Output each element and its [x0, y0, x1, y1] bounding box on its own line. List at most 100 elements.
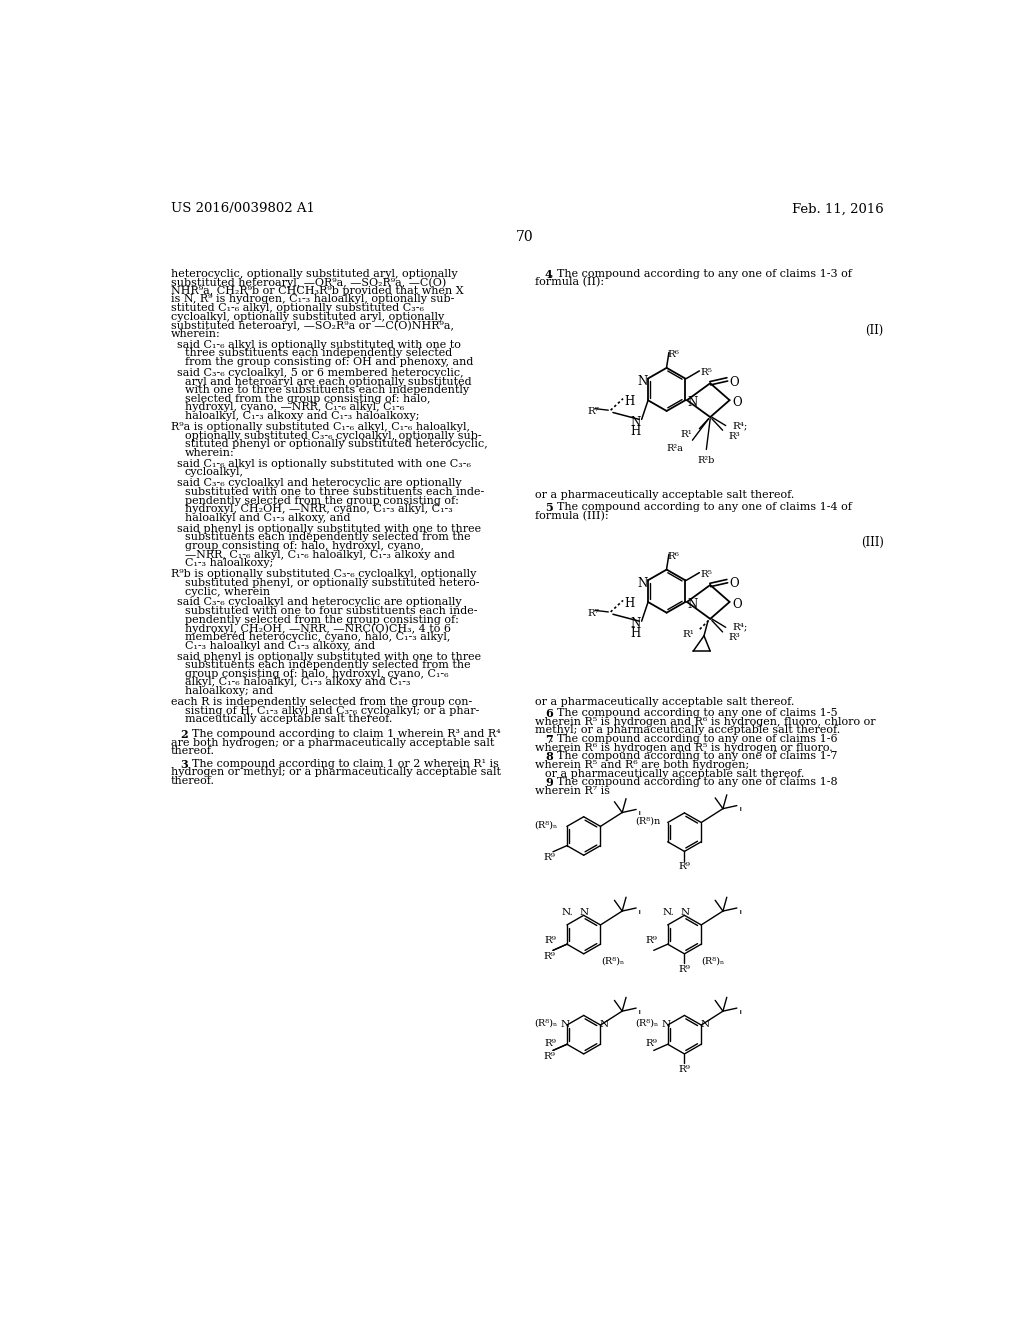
Text: wherein R⁶ is hydrogen and R⁵ is hydrogen or fluoro.: wherein R⁶ is hydrogen and R⁵ is hydroge… — [535, 743, 833, 752]
Text: cycloalkyl,: cycloalkyl, — [184, 467, 244, 478]
Text: R⁹: R⁹ — [646, 1039, 657, 1048]
Text: . The compound according to any one of claims 1-7: . The compound according to any one of c… — [550, 751, 837, 762]
Text: 4: 4 — [545, 268, 553, 280]
Text: R⁶: R⁶ — [668, 350, 679, 359]
Text: R⁶: R⁶ — [668, 552, 679, 561]
Text: (II): (II) — [865, 323, 884, 337]
Text: R⁵: R⁵ — [700, 368, 713, 376]
Text: N: N — [637, 375, 647, 388]
Text: R¹: R¹ — [681, 430, 692, 440]
Text: stituted phenyl or optionally substituted heterocyclic,: stituted phenyl or optionally substitute… — [184, 440, 487, 449]
Text: N: N — [637, 577, 647, 590]
Text: wherein:: wherein: — [184, 447, 234, 458]
Text: pendently selected from the group consisting of:: pendently selected from the group consis… — [184, 615, 459, 624]
Text: . The compound according to claim 1 or 2 wherein R¹ is: . The compound according to claim 1 or 2… — [185, 759, 500, 768]
Text: R⁹: R⁹ — [544, 853, 556, 862]
Text: R⁹: R⁹ — [678, 862, 690, 871]
Text: H: H — [625, 395, 635, 408]
Text: NHR⁹a, CH₂R⁹b or CHCH₃R⁹b provided that when X: NHR⁹a, CH₂R⁹b or CHCH₃R⁹b provided that … — [171, 285, 463, 296]
Text: substituted heteroaryl, —SO₂R⁹a or —C(O)NHR⁹a,: substituted heteroaryl, —SO₂R⁹a or —C(O)… — [171, 321, 454, 331]
Text: R¹: R¹ — [682, 631, 694, 639]
Text: . The compound according to any one of claims 1-3 of: . The compound according to any one of c… — [550, 268, 852, 279]
Text: aryl and heteroaryl are each optionally substituted: aryl and heteroaryl are each optionally … — [184, 376, 471, 387]
Text: O: O — [729, 577, 739, 590]
Text: C₁-₃ haloalkoxy;: C₁-₃ haloalkoxy; — [184, 558, 273, 569]
Text: . The compound according to any one of claims 1-4 of: . The compound according to any one of c… — [550, 502, 852, 512]
Text: N: N — [688, 396, 698, 409]
Text: —NRR, C₁-₆ alkyl, C₁-₆ haloalkyl, C₁-₃ alkoxy and: —NRR, C₁-₆ alkyl, C₁-₆ haloalkyl, C₁-₃ a… — [184, 549, 455, 560]
Text: 70: 70 — [516, 230, 534, 244]
Text: from the group consisting of: OH and phenoxy, and: from the group consisting of: OH and phe… — [184, 358, 473, 367]
Text: H: H — [631, 425, 641, 438]
Text: N: N — [688, 598, 698, 611]
Text: stituted C₁-₆ alkyl, optionally substituted C₃-₆: stituted C₁-₆ alkyl, optionally substitu… — [171, 304, 424, 313]
Text: R⁹b is optionally substituted C₃-₆ cycloalkyl, optionally: R⁹b is optionally substituted C₃-₆ cyclo… — [171, 569, 476, 579]
Text: are both hydrogen; or a pharmaceutically acceptable salt: are both hydrogen; or a pharmaceutically… — [171, 738, 494, 747]
Text: substituted with one to four substituents each inde-: substituted with one to four substituent… — [184, 606, 477, 616]
Text: R⁹: R⁹ — [646, 936, 657, 945]
Text: substituted phenyl, or optionally substituted hetero-: substituted phenyl, or optionally substi… — [184, 578, 479, 587]
Text: R⁷: R⁷ — [588, 407, 599, 416]
Text: R⁴;: R⁴; — [733, 623, 749, 632]
Text: selected from the group consisting of: halo,: selected from the group consisting of: h… — [184, 393, 430, 404]
Text: Feb. 11, 2016: Feb. 11, 2016 — [792, 202, 884, 215]
Text: ': ' — [638, 810, 641, 824]
Text: alkyl, C₁-₆ haloalkyl, C₁-₃ alkoxy and C₁-₃: alkyl, C₁-₆ haloalkyl, C₁-₃ alkoxy and C… — [184, 677, 410, 688]
Text: said C₁-₆ alkyl is optionally substituted with one C₃-₆: said C₁-₆ alkyl is optionally substitute… — [177, 459, 471, 469]
Text: substituents each independently selected from the: substituents each independently selected… — [184, 660, 470, 671]
Text: N: N — [700, 1019, 710, 1028]
Text: N: N — [580, 908, 589, 917]
Text: membered heterocyclic, cyano, halo, C₁-₃ alkyl,: membered heterocyclic, cyano, halo, C₁-₃… — [184, 632, 450, 642]
Text: 3: 3 — [180, 759, 188, 770]
Text: said C₃-₆ cycloalkyl and heterocyclic are optionally: said C₃-₆ cycloalkyl and heterocyclic ar… — [177, 478, 462, 488]
Text: N: N — [631, 618, 641, 631]
Text: N: N — [681, 908, 690, 917]
Text: R⁹: R⁹ — [545, 1039, 557, 1048]
Text: thereof.: thereof. — [171, 776, 215, 785]
Text: substituted heteroaryl, —OR⁹a, —SO₂R⁹a, —C(O): substituted heteroaryl, —OR⁹a, —SO₂R⁹a, … — [171, 277, 445, 288]
Text: heterocyclic, optionally substituted aryl, optionally: heterocyclic, optionally substituted ary… — [171, 268, 458, 279]
Text: 7: 7 — [545, 734, 553, 744]
Text: thereof.: thereof. — [171, 746, 215, 756]
Text: formula (III):: formula (III): — [535, 511, 608, 521]
Text: or a pharmaceutically acceptable salt thereof.: or a pharmaceutically acceptable salt th… — [545, 768, 804, 779]
Text: (R⁸)ₙ: (R⁸)ₙ — [535, 820, 558, 829]
Text: maceutically acceptable salt thereof.: maceutically acceptable salt thereof. — [184, 714, 392, 725]
Text: wherein R⁵ and R⁶ are both hydrogen;: wherein R⁵ and R⁶ are both hydrogen; — [535, 760, 750, 770]
Text: 2: 2 — [180, 729, 188, 741]
Text: R⁷: R⁷ — [588, 609, 599, 618]
Text: group consisting of: halo, hydroxyl, cyano,: group consisting of: halo, hydroxyl, cya… — [184, 541, 424, 550]
Text: pendently selected from the group consisting of:: pendently selected from the group consis… — [184, 495, 459, 506]
Text: said C₃-₆ cycloalkyl and heterocyclic are optionally: said C₃-₆ cycloalkyl and heterocyclic ar… — [177, 598, 462, 607]
Text: cycloalkyl, optionally substituted aryl, optionally: cycloalkyl, optionally substituted aryl,… — [171, 312, 443, 322]
Text: N.: N. — [562, 908, 573, 916]
Text: each R is independently selected from the group con-: each R is independently selected from th… — [171, 697, 472, 708]
Text: . The compound according to claim 1 wherein R³ and R⁴: . The compound according to claim 1 wher… — [185, 729, 501, 739]
Text: 9: 9 — [545, 777, 553, 788]
Text: wherein R⁵ is hydrogen and R⁶ is hydrogen, fluoro, chloro or: wherein R⁵ is hydrogen and R⁶ is hydroge… — [535, 717, 876, 727]
Text: with one to three substituents each independently: with one to three substituents each inde… — [184, 385, 469, 395]
Text: (R⁸)ₙ: (R⁸)ₙ — [535, 1019, 558, 1028]
Text: said C₁-₆ alkyl is optionally substituted with one to: said C₁-₆ alkyl is optionally substitute… — [177, 339, 461, 350]
Text: H: H — [631, 627, 641, 640]
Text: hydroxyl, cyano, —NRR, C₁-₆ alkyl, C₁-₆: hydroxyl, cyano, —NRR, C₁-₆ alkyl, C₁-₆ — [184, 403, 403, 412]
Text: N: N — [662, 1019, 671, 1028]
Text: group consisting of: halo, hydroxyl, cyano, C₁-₆: group consisting of: halo, hydroxyl, cya… — [184, 669, 449, 678]
Text: O: O — [729, 376, 739, 388]
Text: (III): (III) — [861, 536, 884, 549]
Text: haloalkyl and C₁-₃ alkoxy, and: haloalkyl and C₁-₃ alkoxy, and — [184, 513, 350, 523]
Text: O: O — [732, 396, 741, 409]
Text: R⁹a is optionally substituted C₁-₆ alkyl, C₁-₆ haloalkyl,: R⁹a is optionally substituted C₁-₆ alkyl… — [171, 422, 470, 432]
Text: said phenyl is optionally substituted with one to three: said phenyl is optionally substituted wi… — [177, 524, 481, 533]
Text: R³: R³ — [728, 432, 739, 441]
Text: R²a: R²a — [666, 444, 683, 453]
Text: or a pharmaceutically acceptable salt thereof.: or a pharmaceutically acceptable salt th… — [535, 697, 795, 708]
Text: (R⁸)ₙ: (R⁸)ₙ — [701, 956, 725, 965]
Text: US 2016/0039802 A1: US 2016/0039802 A1 — [171, 202, 314, 215]
Text: R³: R³ — [728, 634, 739, 643]
Text: cyclic, wherein: cyclic, wherein — [184, 586, 269, 597]
Text: wherein R⁷ is: wherein R⁷ is — [535, 785, 610, 796]
Text: R⁹: R⁹ — [678, 1065, 690, 1073]
Text: ': ' — [738, 807, 742, 820]
Text: 8: 8 — [545, 751, 553, 763]
